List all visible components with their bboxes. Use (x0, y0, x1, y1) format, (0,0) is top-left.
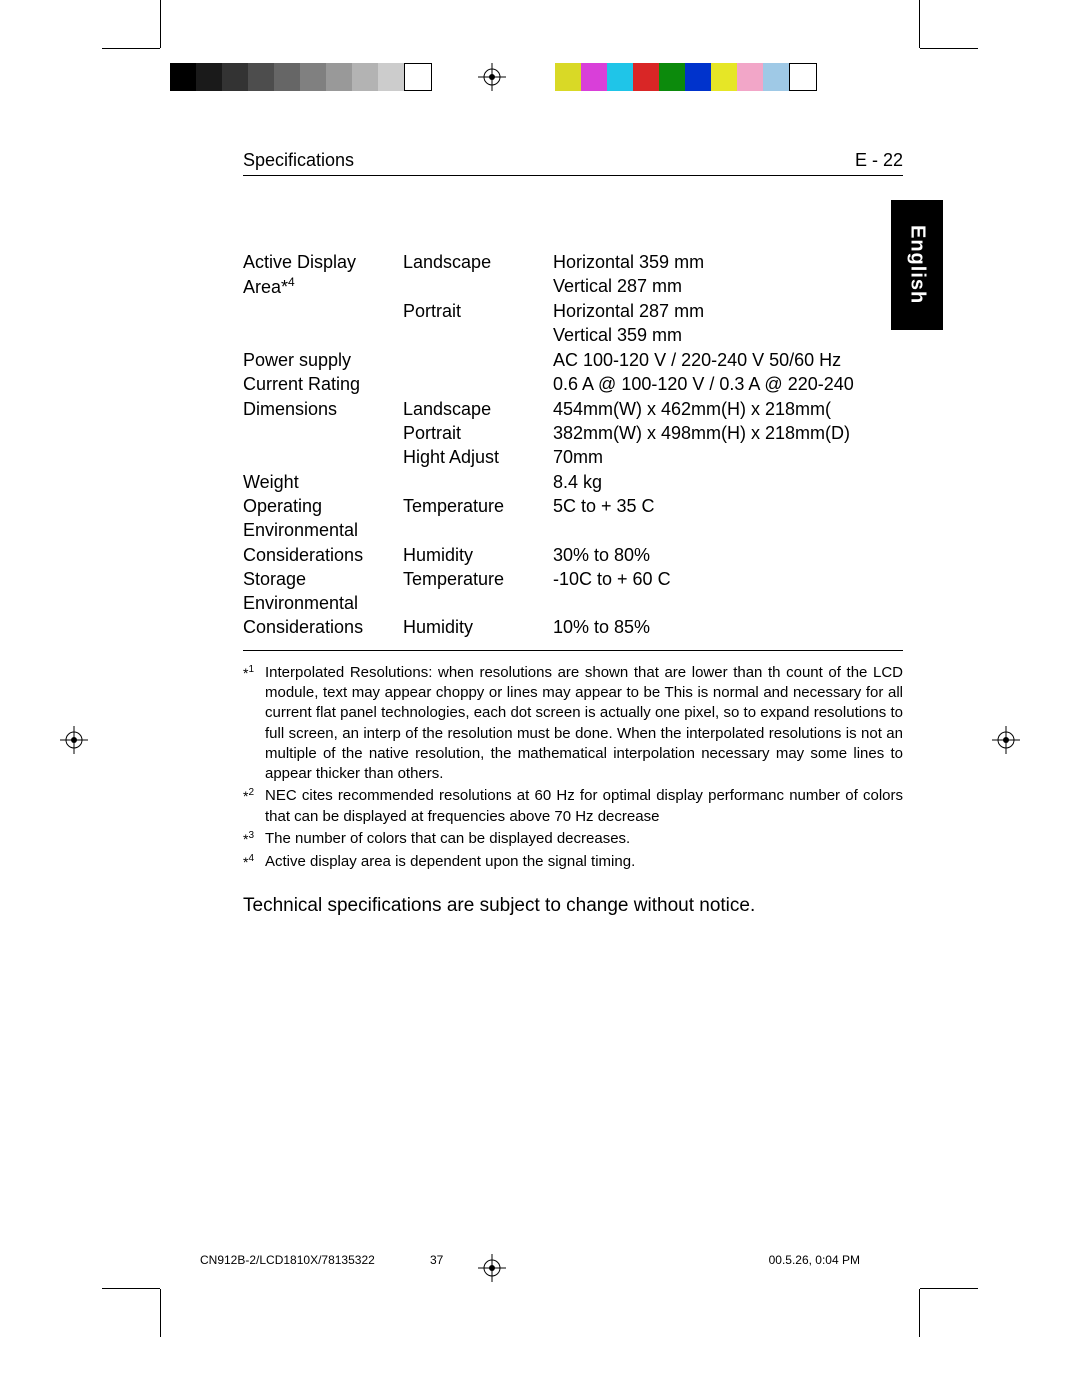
footnote: *2NEC cites recommended resolutions at 6… (243, 786, 903, 827)
registration-mark-icon (478, 1254, 506, 1282)
spec-cell (403, 348, 553, 372)
footnotes: *1Interpolated Resolutions: when resolut… (243, 663, 903, 874)
language-label: English (906, 225, 929, 304)
crop-mark (920, 1288, 978, 1289)
crop-mark (102, 1288, 160, 1289)
language-tab: English (891, 200, 943, 330)
spec-cell (403, 470, 553, 494)
registration-mark-icon (60, 726, 88, 754)
registration-bar-top (0, 55, 1080, 105)
footnote: *4Active display area is dependent upon … (243, 852, 903, 873)
spec-cell: Temperature Humidity (403, 494, 553, 567)
page-header: Specifications E - 22 (243, 150, 903, 176)
header-page: E - 22 (855, 150, 903, 171)
page: Specifications E - 22 English Active Dis… (0, 0, 1080, 1397)
crop-mark (102, 48, 160, 49)
spec-cell: Active DisplayArea*4 (243, 250, 403, 348)
spec-cell: Horizontal 359 mmVertical 287 mmHorizont… (553, 250, 903, 348)
crop-mark (160, 0, 161, 48)
spec-cell: 8.4 kg (553, 470, 903, 494)
spec-cell: LandscapePortraitHight Adjust (403, 372, 553, 469)
footnote: *3The number of colors that can be displ… (243, 829, 903, 850)
registration-mark-icon (992, 726, 1020, 754)
spec-cell: OperatingEnvironmentalConsiderations (243, 494, 403, 567)
registration-mark-icon (478, 63, 506, 91)
spec-cell: 5C to + 35 C 30% to 80% (553, 494, 903, 567)
notice-text: Technical specifications are subject to … (243, 895, 903, 917)
spec-cell: Power supply (243, 348, 403, 372)
crop-mark (919, 0, 920, 48)
spec-cell: Landscape Portrait (403, 250, 553, 348)
spec-cell: 0.6 A @ 100-120 V / 0.3 A @ 220-240454mm… (553, 372, 903, 469)
spec-cell: StorageEnvironmentalConsiderations (243, 567, 403, 640)
footnote: *1Interpolated Resolutions: when resolut… (243, 663, 903, 785)
registration-bar-bottom (0, 1252, 1080, 1282)
crop-mark (919, 1289, 920, 1337)
spec-cell: Temperature Humidity (403, 567, 553, 640)
crop-mark (160, 1289, 161, 1337)
content-area: Specifications E - 22 English Active Dis… (243, 150, 903, 917)
spec-cell: Current RatingDimensions (243, 372, 403, 469)
spec-table: Active DisplayArea*4 Landscape Portrait … (243, 250, 903, 651)
spec-cell: AC 100-120 V / 220-240 V 50/60 Hz (553, 348, 903, 372)
spec-cell: -10C to + 60 C 10% to 85% (553, 567, 903, 640)
crop-mark (920, 48, 978, 49)
grayscale-strip (170, 63, 432, 91)
header-title: Specifications (243, 150, 354, 171)
spec-cell: Weight (243, 470, 403, 494)
color-strip (555, 63, 817, 91)
